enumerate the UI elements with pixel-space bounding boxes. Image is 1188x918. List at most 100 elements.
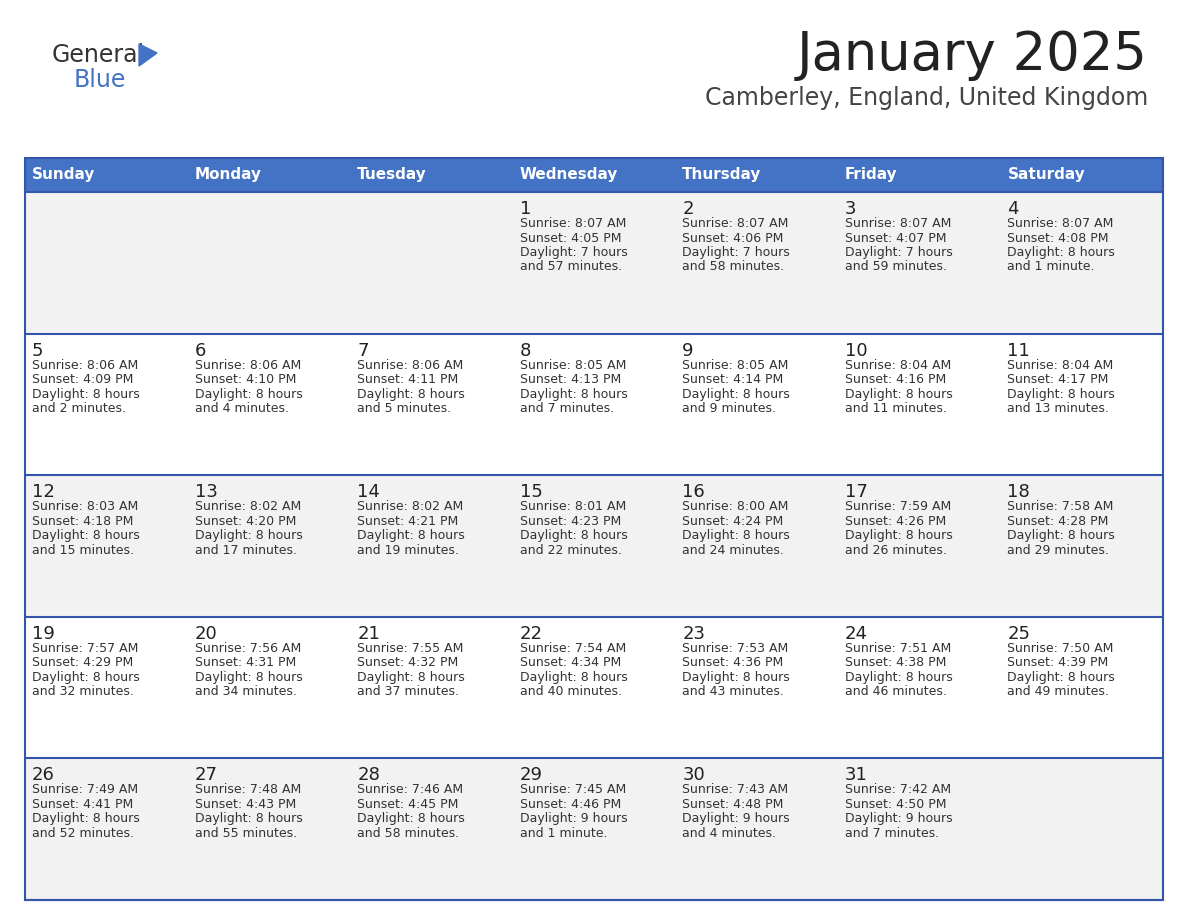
Text: and 4 minutes.: and 4 minutes.	[195, 402, 289, 415]
Text: and 19 minutes.: and 19 minutes.	[358, 543, 459, 556]
Text: Sunrise: 7:58 AM: Sunrise: 7:58 AM	[1007, 500, 1114, 513]
Text: Sunset: 4:18 PM: Sunset: 4:18 PM	[32, 515, 133, 528]
Text: Sunrise: 7:53 AM: Sunrise: 7:53 AM	[682, 642, 789, 655]
Text: and 15 minutes.: and 15 minutes.	[32, 543, 134, 556]
Text: 15: 15	[519, 483, 543, 501]
Text: Sunrise: 7:55 AM: Sunrise: 7:55 AM	[358, 642, 463, 655]
Text: Sunset: 4:09 PM: Sunset: 4:09 PM	[32, 373, 133, 386]
Text: Sunrise: 7:43 AM: Sunrise: 7:43 AM	[682, 783, 789, 797]
Text: Daylight: 8 hours: Daylight: 8 hours	[1007, 246, 1116, 259]
Text: Sunrise: 8:02 AM: Sunrise: 8:02 AM	[195, 500, 301, 513]
Text: Sunset: 4:29 PM: Sunset: 4:29 PM	[32, 656, 133, 669]
Text: Daylight: 8 hours: Daylight: 8 hours	[195, 387, 302, 400]
Text: Sunset: 4:17 PM: Sunset: 4:17 PM	[1007, 373, 1108, 386]
Text: 23: 23	[682, 625, 706, 643]
Bar	[25, 192, 1163, 333]
Text: Sunset: 4:13 PM: Sunset: 4:13 PM	[519, 373, 621, 386]
Text: Daylight: 7 hours: Daylight: 7 hours	[845, 246, 953, 259]
Text: and 29 minutes.: and 29 minutes.	[1007, 543, 1110, 556]
Text: Sunset: 4:10 PM: Sunset: 4:10 PM	[195, 373, 296, 386]
Text: Sunrise: 8:06 AM: Sunrise: 8:06 AM	[358, 359, 463, 372]
Text: and 7 minutes.: and 7 minutes.	[519, 402, 614, 415]
Text: and 43 minutes.: and 43 minutes.	[682, 686, 784, 699]
Text: 27: 27	[195, 767, 217, 784]
Text: Daylight: 8 hours: Daylight: 8 hours	[682, 387, 790, 400]
Text: and 49 minutes.: and 49 minutes.	[1007, 686, 1110, 699]
Text: Sunrise: 7:54 AM: Sunrise: 7:54 AM	[519, 642, 626, 655]
Bar	[25, 617, 1163, 758]
Text: 1: 1	[519, 200, 531, 218]
Text: 22: 22	[519, 625, 543, 643]
Text: 7: 7	[358, 341, 368, 360]
Text: 26: 26	[32, 767, 55, 784]
Text: Sunday: Sunday	[32, 167, 95, 183]
Text: Camberley, England, United Kingdom: Camberley, England, United Kingdom	[704, 86, 1148, 110]
Text: 18: 18	[1007, 483, 1030, 501]
Text: Daylight: 7 hours: Daylight: 7 hours	[519, 246, 627, 259]
Text: and 4 minutes.: and 4 minutes.	[682, 827, 776, 840]
Text: and 22 minutes.: and 22 minutes.	[519, 543, 621, 556]
Text: Sunrise: 7:42 AM: Sunrise: 7:42 AM	[845, 783, 950, 797]
Text: 3: 3	[845, 200, 857, 218]
Text: Sunset: 4:28 PM: Sunset: 4:28 PM	[1007, 515, 1108, 528]
Text: Sunset: 4:36 PM: Sunset: 4:36 PM	[682, 656, 784, 669]
Text: and 24 minutes.: and 24 minutes.	[682, 543, 784, 556]
Text: Daylight: 8 hours: Daylight: 8 hours	[845, 387, 953, 400]
Text: 13: 13	[195, 483, 217, 501]
Text: Blue: Blue	[74, 68, 126, 92]
Text: Sunrise: 8:06 AM: Sunrise: 8:06 AM	[32, 359, 138, 372]
Text: Daylight: 8 hours: Daylight: 8 hours	[1007, 529, 1116, 543]
Text: Sunset: 4:26 PM: Sunset: 4:26 PM	[845, 515, 946, 528]
Text: Daylight: 8 hours: Daylight: 8 hours	[682, 671, 790, 684]
Text: and 34 minutes.: and 34 minutes.	[195, 686, 297, 699]
Text: Sunrise: 8:01 AM: Sunrise: 8:01 AM	[519, 500, 626, 513]
Text: Daylight: 9 hours: Daylight: 9 hours	[519, 812, 627, 825]
Text: Daylight: 8 hours: Daylight: 8 hours	[32, 387, 140, 400]
Text: 9: 9	[682, 341, 694, 360]
Text: Sunset: 4:39 PM: Sunset: 4:39 PM	[1007, 656, 1108, 669]
Text: Sunset: 4:23 PM: Sunset: 4:23 PM	[519, 515, 621, 528]
Text: and 17 minutes.: and 17 minutes.	[195, 543, 297, 556]
Text: Sunset: 4:20 PM: Sunset: 4:20 PM	[195, 515, 296, 528]
Text: 4: 4	[1007, 200, 1019, 218]
Text: Daylight: 8 hours: Daylight: 8 hours	[845, 671, 953, 684]
Text: 24: 24	[845, 625, 868, 643]
Text: Sunset: 4:48 PM: Sunset: 4:48 PM	[682, 798, 784, 811]
Text: Sunset: 4:07 PM: Sunset: 4:07 PM	[845, 231, 947, 244]
Text: 28: 28	[358, 767, 380, 784]
Bar	[25, 333, 1163, 476]
Text: Daylight: 8 hours: Daylight: 8 hours	[358, 671, 465, 684]
Text: Sunset: 4:05 PM: Sunset: 4:05 PM	[519, 231, 621, 244]
Text: Daylight: 9 hours: Daylight: 9 hours	[682, 812, 790, 825]
Text: Sunrise: 7:50 AM: Sunrise: 7:50 AM	[1007, 642, 1114, 655]
Text: Monday: Monday	[195, 167, 261, 183]
Text: Sunrise: 7:45 AM: Sunrise: 7:45 AM	[519, 783, 626, 797]
Text: and 46 minutes.: and 46 minutes.	[845, 686, 947, 699]
Text: Sunrise: 8:05 AM: Sunrise: 8:05 AM	[682, 359, 789, 372]
Text: and 2 minutes.: and 2 minutes.	[32, 402, 126, 415]
Text: Sunset: 4:31 PM: Sunset: 4:31 PM	[195, 656, 296, 669]
Text: 14: 14	[358, 483, 380, 501]
Text: Sunrise: 8:06 AM: Sunrise: 8:06 AM	[195, 359, 301, 372]
Bar	[25, 158, 1163, 192]
Text: Sunrise: 8:02 AM: Sunrise: 8:02 AM	[358, 500, 463, 513]
Text: Sunset: 4:06 PM: Sunset: 4:06 PM	[682, 231, 784, 244]
Text: Sunrise: 7:46 AM: Sunrise: 7:46 AM	[358, 783, 463, 797]
Text: Sunrise: 7:48 AM: Sunrise: 7:48 AM	[195, 783, 301, 797]
Text: Sunrise: 8:07 AM: Sunrise: 8:07 AM	[1007, 217, 1114, 230]
Text: 21: 21	[358, 625, 380, 643]
Polygon shape	[139, 44, 157, 66]
Text: and 5 minutes.: and 5 minutes.	[358, 402, 451, 415]
Text: Sunset: 4:14 PM: Sunset: 4:14 PM	[682, 373, 784, 386]
Text: 5: 5	[32, 341, 44, 360]
Text: 20: 20	[195, 625, 217, 643]
Text: Sunrise: 8:07 AM: Sunrise: 8:07 AM	[845, 217, 952, 230]
Text: Sunrise: 7:59 AM: Sunrise: 7:59 AM	[845, 500, 952, 513]
Text: Sunset: 4:38 PM: Sunset: 4:38 PM	[845, 656, 946, 669]
Text: and 37 minutes.: and 37 minutes.	[358, 686, 459, 699]
Text: Sunrise: 7:49 AM: Sunrise: 7:49 AM	[32, 783, 138, 797]
Text: Daylight: 8 hours: Daylight: 8 hours	[32, 812, 140, 825]
Text: Sunset: 4:46 PM: Sunset: 4:46 PM	[519, 798, 621, 811]
Text: Daylight: 8 hours: Daylight: 8 hours	[1007, 671, 1116, 684]
Text: Daylight: 8 hours: Daylight: 8 hours	[519, 529, 627, 543]
